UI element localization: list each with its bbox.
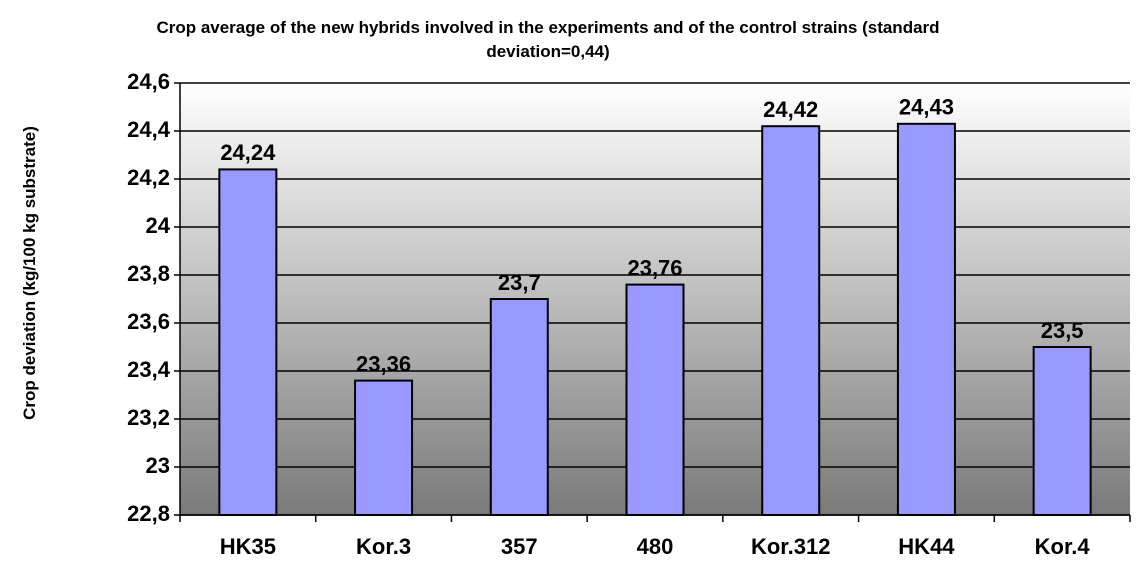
x-tick-label: Kor.3 xyxy=(356,534,411,559)
chart-title: Crop average of the new hybrids involved… xyxy=(156,18,940,61)
y-tick-label: 24,2 xyxy=(127,165,170,190)
value-label: 23,5 xyxy=(1041,318,1084,343)
bar xyxy=(218,168,278,516)
value-label: 24,24 xyxy=(220,140,276,165)
y-tick-label: 24,6 xyxy=(127,69,170,94)
y-tick-label: 23,2 xyxy=(127,405,170,430)
x-tick-label: HK35 xyxy=(220,534,276,559)
value-label: 23,36 xyxy=(356,351,411,376)
x-tick-label: 480 xyxy=(637,534,674,559)
value-label: 24,43 xyxy=(899,95,954,120)
bar xyxy=(354,379,414,516)
value-label: 23,76 xyxy=(627,255,682,280)
y-tick-label: 22,8 xyxy=(127,501,170,526)
bar xyxy=(761,125,821,516)
value-label: 24,42 xyxy=(763,97,818,122)
y-tick-label: 23,6 xyxy=(127,309,170,334)
bar xyxy=(625,283,685,516)
y-tick-label: 24 xyxy=(146,213,171,238)
x-tick-label: Kor.4 xyxy=(1035,534,1091,559)
y-tick-label: 23,4 xyxy=(127,357,171,382)
y-tick-label: 23 xyxy=(146,453,170,478)
bar xyxy=(1032,346,1092,516)
y-tick-label: 24,4 xyxy=(127,117,171,142)
x-tick-label: Kor.312 xyxy=(751,534,831,559)
bar xyxy=(896,122,956,517)
x-tick-label: 357 xyxy=(501,534,538,559)
bar xyxy=(489,298,549,516)
x-tick-label: HK44 xyxy=(898,534,955,559)
y-tick-label: 23,8 xyxy=(127,261,170,286)
y-axis-label: Crop deviation (kg/100 kg substrate) xyxy=(20,126,39,420)
value-label: 23,7 xyxy=(498,270,541,295)
